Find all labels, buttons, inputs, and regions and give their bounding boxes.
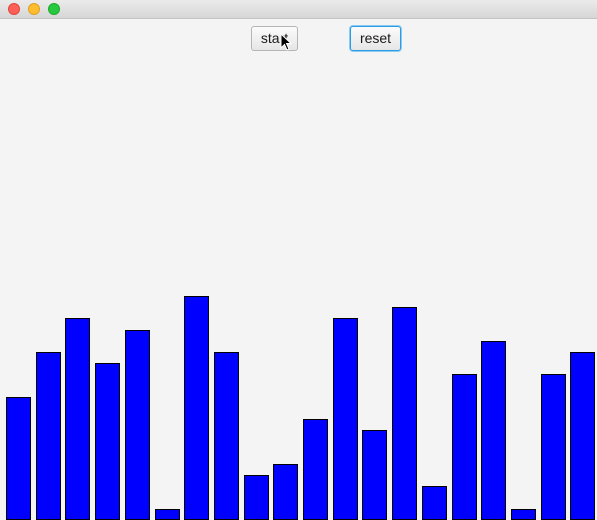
bar-6 xyxy=(155,509,180,520)
window-titlebar xyxy=(0,0,597,19)
bar-19 xyxy=(541,374,566,520)
bar-13 xyxy=(362,430,387,520)
bar-3 xyxy=(65,318,90,520)
bar-14 xyxy=(392,307,417,520)
bar-9 xyxy=(244,475,269,520)
reset-button[interactable]: reset xyxy=(350,26,401,51)
bar-5 xyxy=(125,330,150,520)
bar-20 xyxy=(570,352,595,520)
bar-12 xyxy=(333,318,358,520)
bar-11 xyxy=(303,419,328,520)
bar-15 xyxy=(422,486,447,520)
close-window-icon[interactable] xyxy=(8,3,20,15)
mouse-cursor-icon xyxy=(280,33,292,51)
bar-18 xyxy=(511,509,536,520)
maximize-window-icon[interactable] xyxy=(48,3,60,15)
minimize-window-icon[interactable] xyxy=(28,3,40,15)
bar-1 xyxy=(6,397,31,520)
bar-8 xyxy=(214,352,239,520)
bar-7 xyxy=(184,296,209,520)
bar-4 xyxy=(95,363,120,520)
bar-17 xyxy=(481,341,506,520)
bar-16 xyxy=(452,374,477,520)
bar-10 xyxy=(273,464,298,520)
bar-2 xyxy=(36,352,61,520)
